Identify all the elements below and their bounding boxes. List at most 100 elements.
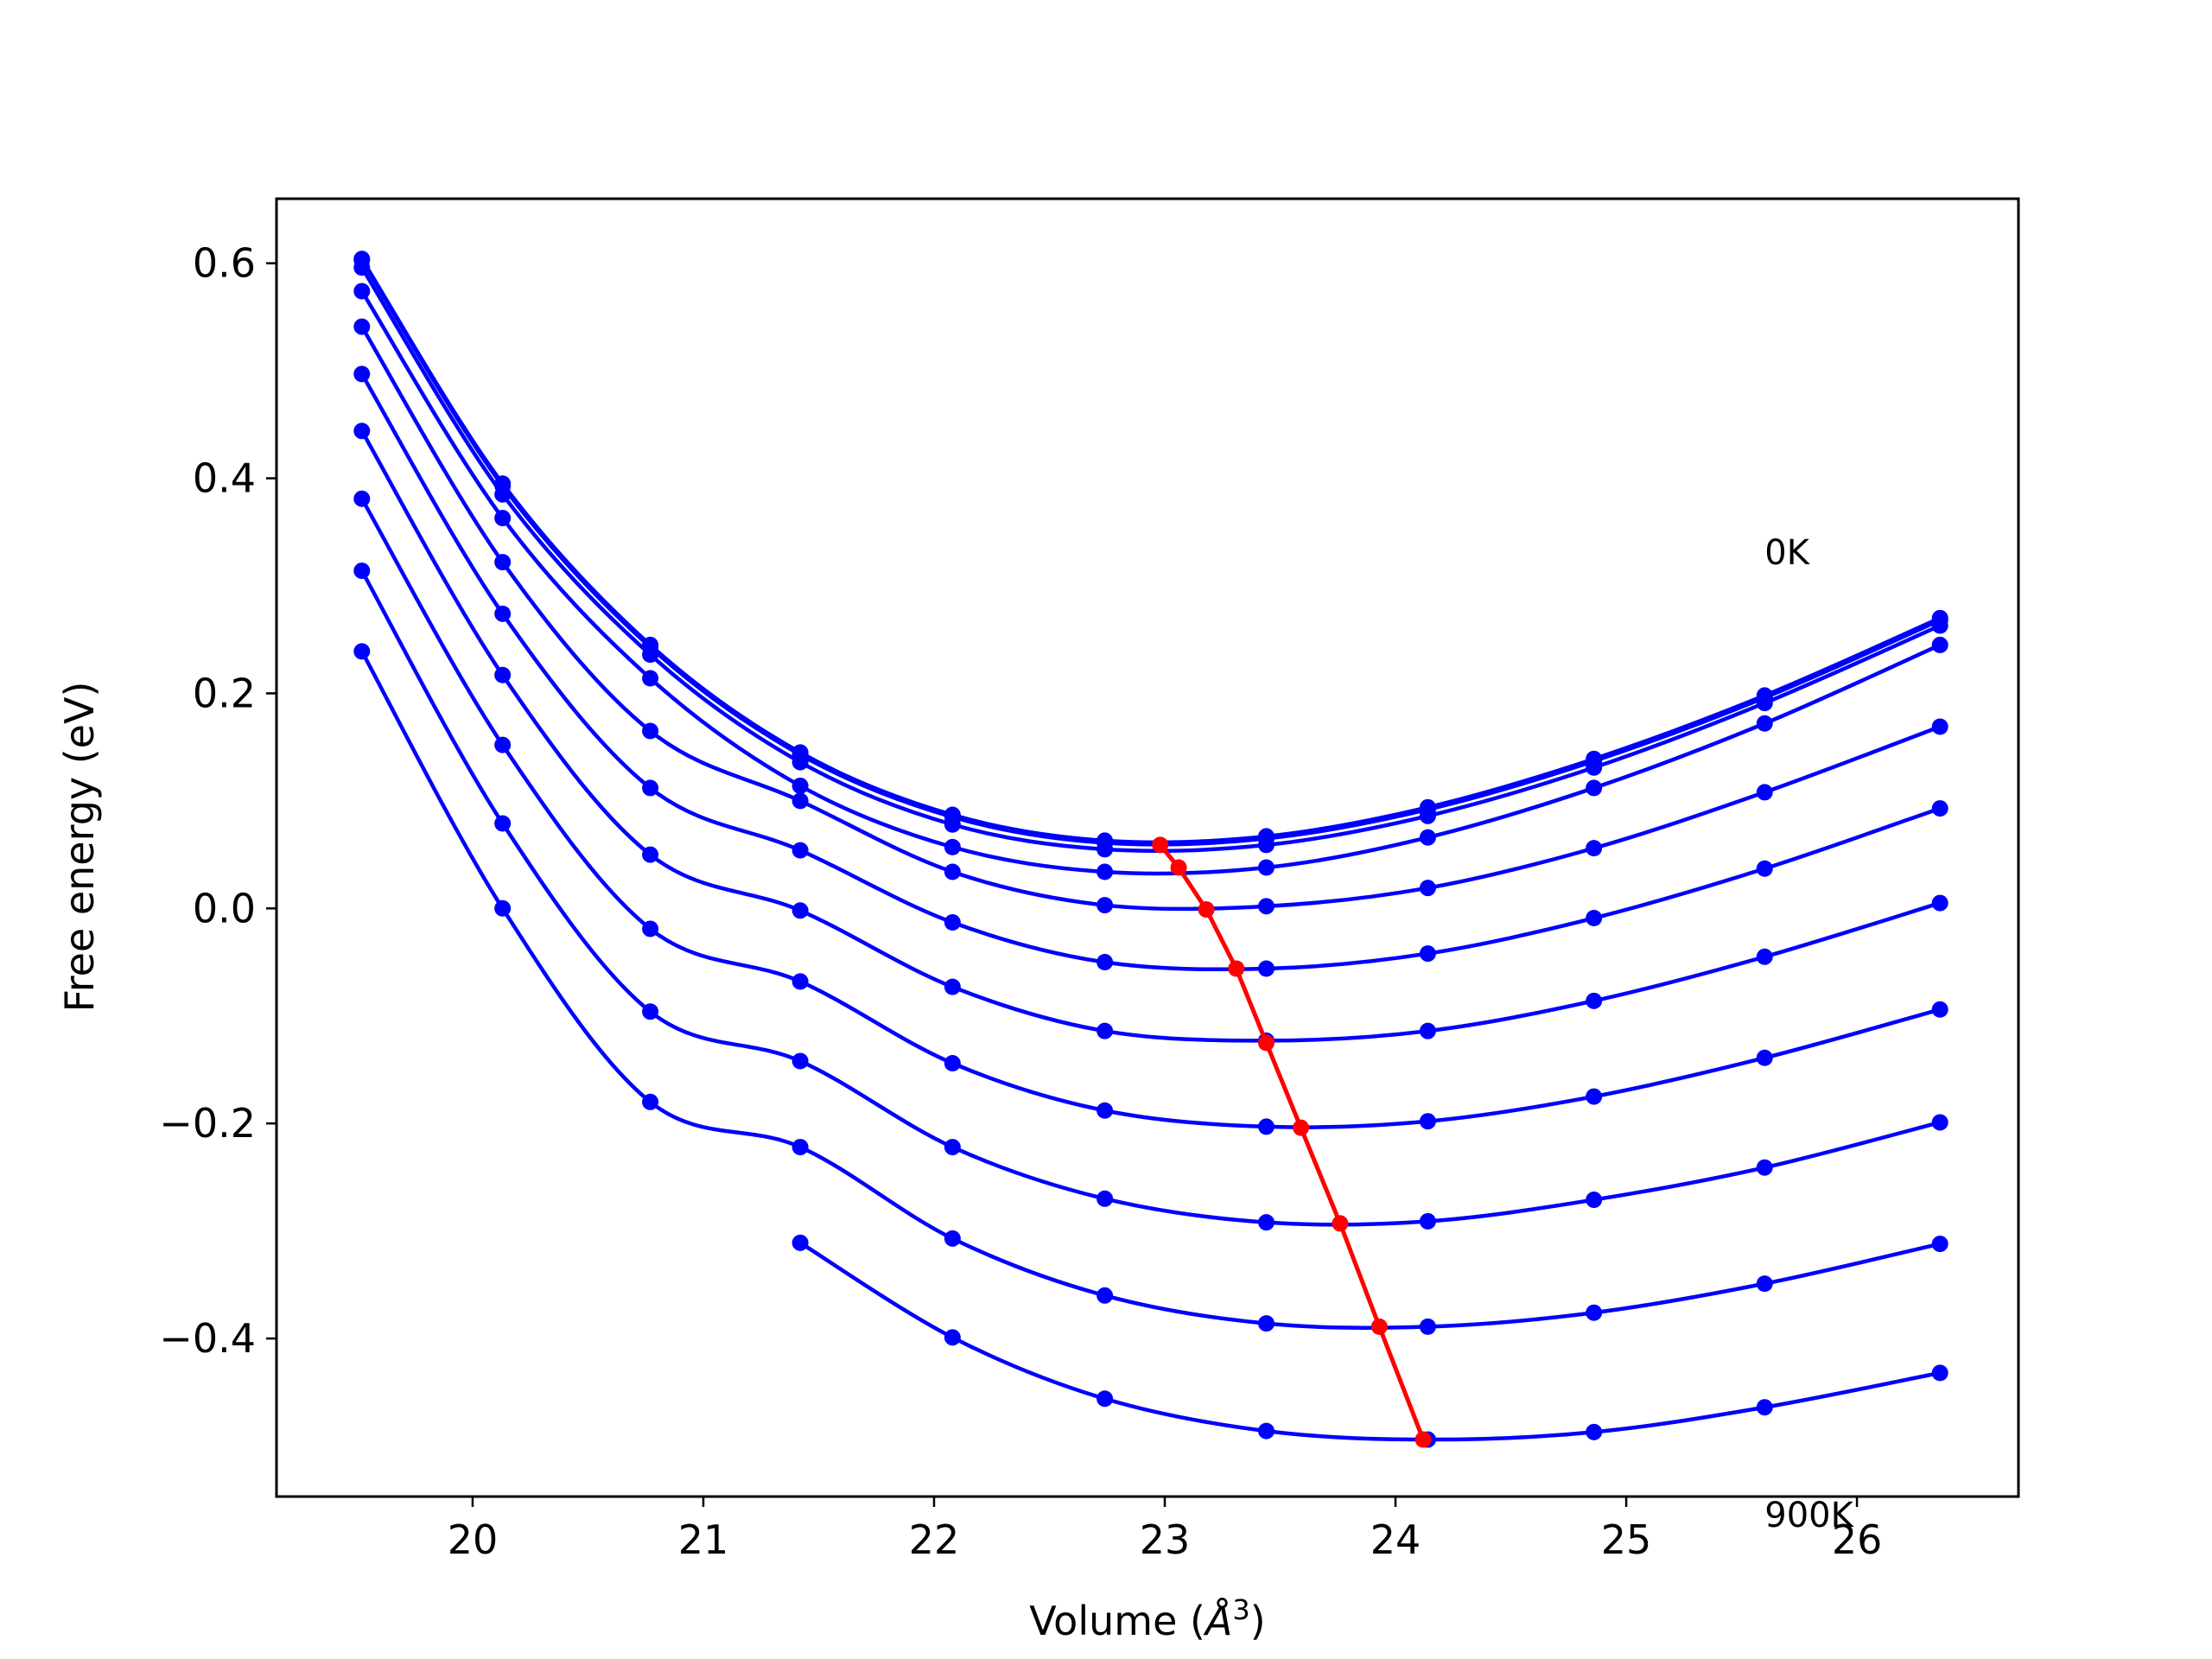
data-point	[944, 978, 961, 995]
data-point	[1419, 880, 1436, 897]
x-axis: 20 21 22 23 24 25 26	[448, 1497, 1882, 1563]
data-point	[1756, 784, 1773, 801]
data-point	[944, 838, 961, 855]
data-point	[1931, 1001, 1948, 1018]
data-point	[791, 902, 809, 919]
data-point	[642, 846, 659, 863]
y-tick-label: 0.4	[193, 455, 256, 502]
series-5	[353, 318, 1948, 915]
data-point	[1096, 1390, 1114, 1408]
data-point	[1586, 840, 1603, 857]
data-point	[1931, 1236, 1948, 1253]
data-point	[494, 736, 512, 753]
data-point	[1258, 898, 1275, 915]
data-point	[1419, 945, 1436, 963]
data-point	[1419, 1022, 1436, 1039]
data-point	[642, 646, 659, 664]
minimum-point	[1258, 1034, 1275, 1052]
x-tick-label: 23	[1140, 1516, 1191, 1563]
series-line	[359, 498, 1941, 1129]
x-tick-label: 22	[909, 1516, 960, 1563]
data-point	[944, 913, 961, 931]
data-point	[1258, 960, 1275, 977]
data-point	[494, 486, 512, 503]
data-point	[1931, 1114, 1948, 1131]
data-point	[1931, 894, 1948, 912]
data-point	[1931, 1364, 1948, 1382]
x-tick-label: 24	[1370, 1516, 1421, 1563]
minimum-point	[1198, 901, 1215, 918]
series-line	[359, 325, 1941, 912]
series-line	[798, 1241, 1941, 1442]
data-point	[1931, 636, 1948, 653]
y-tick-label: 0.0	[193, 885, 256, 931]
data-point	[1756, 1275, 1773, 1293]
y-axis-label: Free energy (eV)	[56, 682, 103, 1013]
series-6	[353, 365, 1948, 977]
data-point	[353, 423, 371, 440]
data-point	[353, 643, 371, 660]
data-point	[353, 259, 371, 276]
minimum-line-layer	[1152, 836, 1432, 1448]
y-tick-label: −0.2	[159, 1100, 256, 1147]
data-point	[1756, 1399, 1773, 1416]
data-point	[1586, 779, 1603, 797]
annotation-label: 0K	[1764, 533, 1810, 573]
minimum-point	[1170, 859, 1187, 876]
series-line	[359, 372, 1941, 972]
series-line	[359, 258, 1942, 847]
curves-layer	[353, 251, 1948, 1448]
data-point	[1096, 897, 1114, 914]
data-point	[494, 666, 512, 683]
x-tick-label: 25	[1601, 1516, 1652, 1563]
data-point	[1419, 1212, 1436, 1230]
data-point	[1258, 859, 1275, 876]
data-point	[642, 1003, 659, 1020]
data-point	[791, 1139, 809, 1156]
minimum-point	[1414, 1431, 1432, 1448]
data-point	[1096, 954, 1114, 971]
data-point	[791, 777, 809, 794]
y-axis: 0.6 0.4 0.2 0.0 −0.2 −0.4	[159, 240, 276, 1362]
data-point	[944, 1055, 961, 1072]
series-10	[353, 643, 1948, 1335]
data-point	[1586, 1423, 1603, 1440]
series-line	[359, 289, 1942, 876]
data-point	[1586, 910, 1603, 927]
data-point	[642, 722, 659, 740]
data-point	[791, 792, 809, 810]
data-point	[1756, 948, 1773, 965]
plot-frame	[275, 197, 2020, 1498]
y-tick-label: 0.6	[193, 240, 256, 287]
data-point	[1756, 715, 1773, 732]
minimum-point	[1370, 1318, 1388, 1335]
data-point	[791, 1052, 809, 1070]
data-point	[791, 1234, 809, 1251]
annotation-label: 900K	[1764, 1496, 1854, 1535]
data-point	[1258, 1315, 1275, 1332]
data-point	[1756, 1159, 1773, 1176]
data-point	[353, 365, 371, 383]
series-4	[353, 283, 1948, 880]
data-point	[1419, 829, 1436, 846]
data-point	[1931, 617, 1948, 634]
x-axis-label: Volume (Å3)	[1029, 1593, 1265, 1644]
data-point	[1586, 759, 1603, 776]
data-point	[1096, 841, 1114, 858]
series-8	[353, 490, 1948, 1135]
data-point	[1586, 992, 1603, 1009]
data-point	[1096, 1022, 1114, 1039]
data-point	[353, 563, 371, 580]
data-point	[1586, 1088, 1603, 1105]
data-point	[944, 1230, 961, 1247]
data-point	[1096, 863, 1114, 880]
data-point	[1756, 695, 1773, 712]
data-point	[1756, 860, 1773, 877]
data-point	[944, 1329, 961, 1346]
data-point	[1931, 800, 1948, 817]
data-point	[1096, 1287, 1114, 1304]
x-tick-label: 21	[678, 1516, 729, 1563]
data-point	[353, 490, 371, 507]
data-point	[944, 816, 961, 833]
